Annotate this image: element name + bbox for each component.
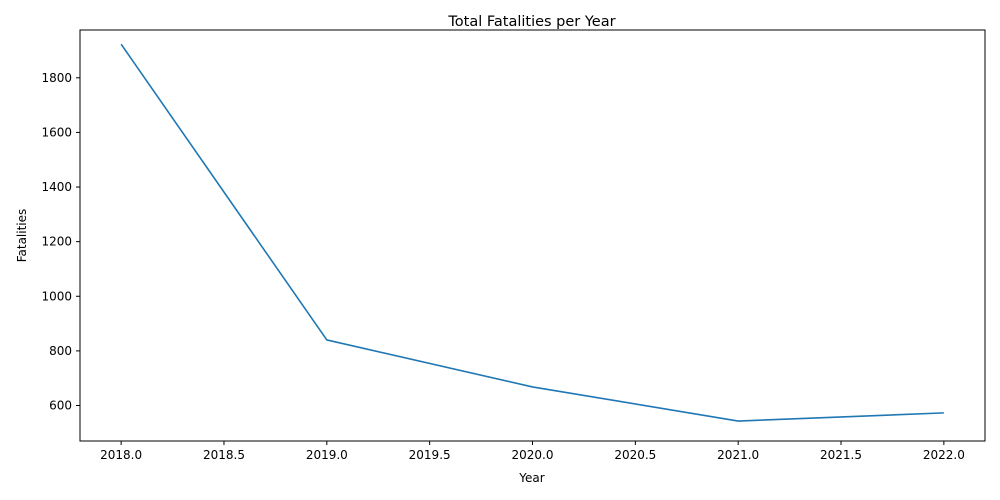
y-tick-label: 1800 bbox=[41, 71, 72, 85]
y-tick-label: 600 bbox=[49, 398, 72, 412]
y-tick-label: 1400 bbox=[41, 180, 72, 194]
x-tick-label: 2020.0 bbox=[512, 448, 554, 462]
x-tick-label: 2021.0 bbox=[717, 448, 759, 462]
x-tick-label: 2018.0 bbox=[100, 448, 142, 462]
y-tick-label: 1200 bbox=[41, 235, 72, 249]
y-tick-label: 800 bbox=[49, 344, 72, 358]
series-line-0 bbox=[120, 43, 944, 422]
x-axis-label: Year bbox=[518, 471, 544, 485]
x-tick-label: 2020.5 bbox=[614, 448, 656, 462]
plot-frame bbox=[79, 29, 986, 442]
chart-title: Total Fatalities per Year bbox=[447, 14, 615, 30]
plot-area bbox=[120, 43, 944, 422]
x-tick-label: 2018.5 bbox=[203, 448, 245, 462]
y-tick-label: 1600 bbox=[41, 125, 72, 139]
x-tick-label: 2019.0 bbox=[306, 448, 348, 462]
y-axis: 600 800 1000 1200 1400 1600 1800 bbox=[41, 71, 80, 412]
x-tick-label: 2019.5 bbox=[409, 448, 451, 462]
x-tick-label: 2022.0 bbox=[923, 448, 965, 462]
y-tick-label: 1000 bbox=[41, 289, 72, 303]
x-tick-label: 2021.5 bbox=[820, 448, 862, 462]
y-axis-label: Fatalities bbox=[15, 209, 29, 263]
x-axis: 2018.0 2018.5 2019.0 2019.5 2020.0 2020.5 2021… bbox=[100, 441, 965, 462]
